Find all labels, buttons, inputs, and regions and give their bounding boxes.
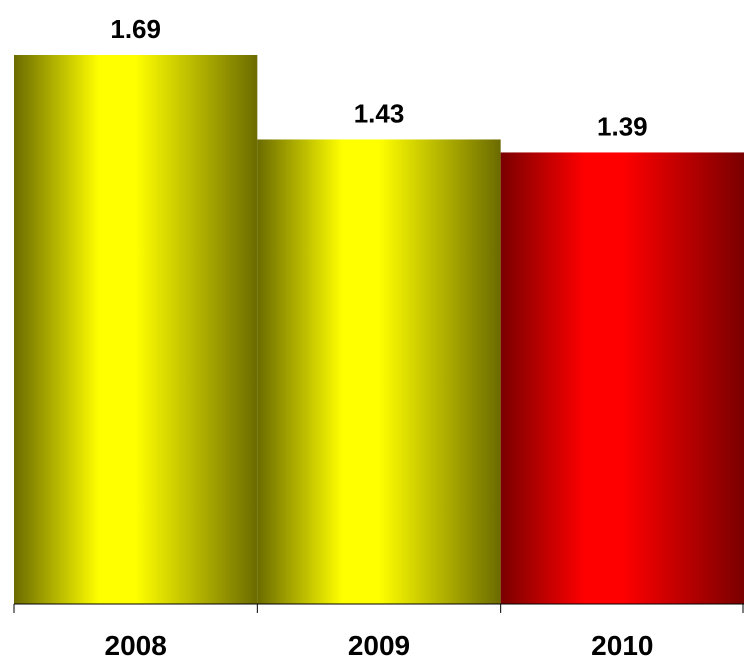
category-label-2008: 2008 — [105, 630, 167, 661]
data-label-2008: 1.69 — [110, 14, 161, 44]
bar-2010 — [500, 152, 744, 604]
bars-group — [14, 55, 744, 604]
value-labels-group: 1.69 1.43 1.39 — [110, 14, 647, 141]
data-label-2010: 1.39 — [597, 111, 648, 141]
x-axis — [13, 603, 744, 613]
bar-2009 — [257, 139, 501, 604]
category-label-2010: 2010 — [591, 630, 653, 661]
data-label-2009: 1.43 — [354, 98, 405, 128]
category-label-2009: 2009 — [348, 630, 410, 661]
bar-2008 — [14, 55, 258, 604]
category-labels-group: 2008 2009 2010 — [105, 630, 654, 661]
